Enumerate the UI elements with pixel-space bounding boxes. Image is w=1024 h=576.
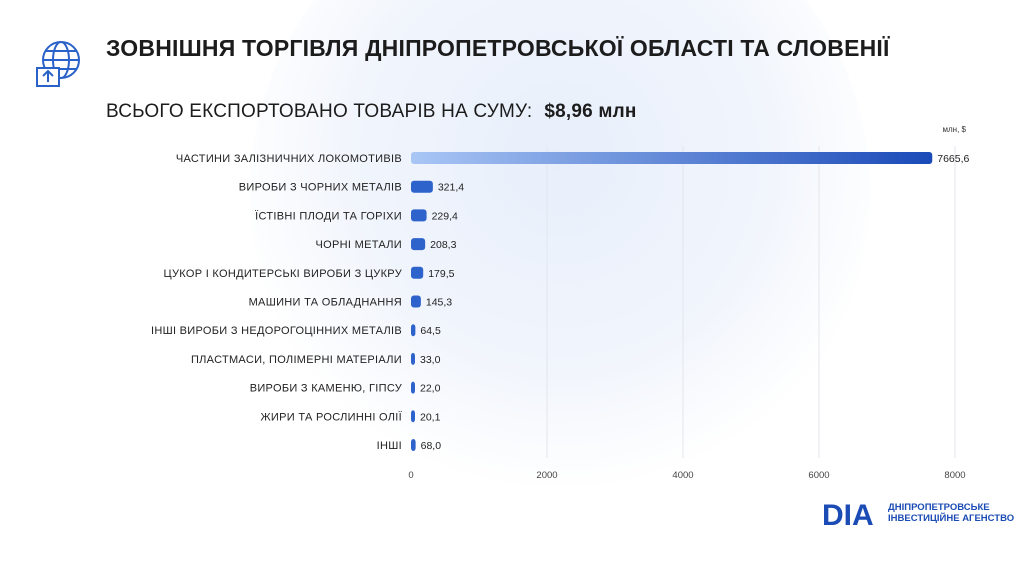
category-label-5: МАШИНИ ТА ОБЛАДНАННЯ: [249, 297, 402, 309]
bar-10: [411, 439, 416, 451]
bar-7: [411, 352, 415, 365]
x-tick-label-6000: 6000: [808, 470, 829, 481]
bar-5: [411, 295, 421, 308]
bar-0: [411, 152, 933, 164]
category-label-10: ІНШІ: [377, 440, 402, 452]
background-glow: [250, 0, 870, 500]
value-label-3: 208,3: [430, 239, 456, 251]
logo-line-2: ІНВЕСТИЦІЙНЕ АГЕНСТВО: [888, 513, 1015, 524]
category-label-1: ВИРОБИ З ЧОРНИХ МЕТАЛІВ: [239, 182, 402, 194]
bar-2: [411, 209, 427, 222]
bar-3: [411, 238, 426, 251]
value-label-10: 68,0: [421, 440, 442, 452]
x-tick-label-8000: 8000: [944, 470, 965, 481]
category-label-9: ЖИРИ ТА РОСЛИННІ ОЛІЇ: [260, 411, 402, 423]
page-subtitle: ВСЬОГО ЕКСПОРТОВАНО ТОВАРІВ НА СУМУ: $8,9…: [106, 101, 637, 123]
value-label-0: 7665,6: [937, 153, 969, 165]
page-title: ЗОВНІШНЯ ТОРГІВЛЯ ДНІПРОПЕТРОВСЬКОЇ ОБЛА…: [106, 35, 890, 61]
category-label-6: ІНШІ ВИРОБИ З НЕДОРОГОЦІННИХ МЕТАЛІВ: [151, 325, 402, 337]
unit-label: млн, $: [943, 125, 967, 134]
bar-9: [411, 410, 415, 423]
value-label-9: 20,1: [420, 411, 441, 423]
bar-4: [411, 266, 424, 279]
category-label-2: ЇСТІВНІ ПЛОДИ ТА ГОРІХИ: [255, 210, 402, 222]
dia-logo-mark: DIA: [822, 499, 874, 528]
value-label-5: 145,3: [426, 297, 452, 309]
x-tick-label-4000: 4000: [672, 470, 693, 481]
category-label-4: ЦУКОР І КОНДИТЕРСЬКІ ВИРОБИ З ЦУКРУ: [164, 268, 403, 280]
logo-line-1: ДНІПРОПЕТРОВСЬКЕ: [888, 502, 990, 513]
value-label-6: 64,5: [420, 325, 441, 337]
value-label-8: 22,0: [420, 383, 441, 395]
value-label-4: 179,5: [428, 268, 454, 280]
value-label-2: 229,4: [432, 210, 458, 222]
x-tick-label-0: 0: [408, 470, 413, 481]
x-tick-label-2000: 2000: [536, 470, 557, 481]
category-label-0: ЧАСТИНИ ЗАЛІЗНИЧНИХ ЛОКОМОТИВІВ: [176, 153, 402, 165]
logo-caption: ДНІПРОПЕТРОВСЬКЕ ІНВЕСТИЦІЙНЕ АГЕНСТВО: [888, 502, 1014, 524]
bar-8: [411, 381, 415, 394]
total-amount: $8,96 млн: [544, 101, 637, 122]
subtitle-text: ВСЬОГО ЕКСПОРТОВАНО ТОВАРІВ НА СУМУ:: [106, 101, 533, 122]
globe-export-icon: [36, 41, 80, 87]
logo-mark-text: DIA: [822, 499, 874, 528]
bar-1: [411, 180, 433, 193]
category-label-3: ЧОРНІ МЕТАЛИ: [316, 239, 402, 251]
value-label-7: 33,0: [420, 354, 441, 366]
value-label-1: 321,4: [438, 182, 464, 194]
dia-logo: DIA ДНІПРОПЕТРОВСЬКЕ ІНВЕСТИЦІЙНЕ АГЕНСТ…: [822, 498, 1014, 528]
bar-6: [411, 324, 416, 337]
category-label-7: ПЛАСТМАСИ, ПОЛІМЕРНІ МАТЕРІАЛИ: [191, 354, 402, 366]
category-label-8: ВИРОБИ З КАМЕНЮ, ГІПСУ: [250, 383, 403, 395]
